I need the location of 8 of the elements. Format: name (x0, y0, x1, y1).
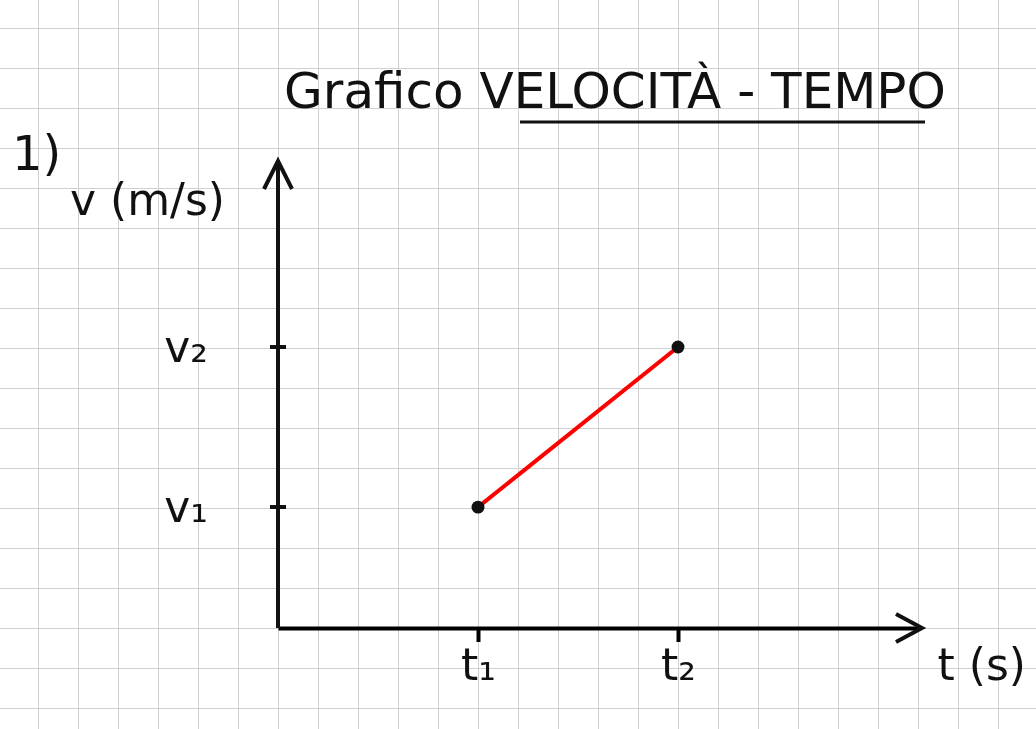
x-axis-title: t (s) (937, 639, 1026, 690)
text: 1) (12, 125, 62, 181)
x-tick-label: t₂ (661, 639, 696, 691)
chart-title: Grafico VELOCITÀ - TEMPO (284, 61, 946, 120)
text: v₂ (164, 321, 208, 372)
y-axis-title: v (m/s) (70, 174, 225, 225)
x-tick-label: t₁ (461, 639, 496, 691)
text: v₁ (164, 481, 208, 532)
